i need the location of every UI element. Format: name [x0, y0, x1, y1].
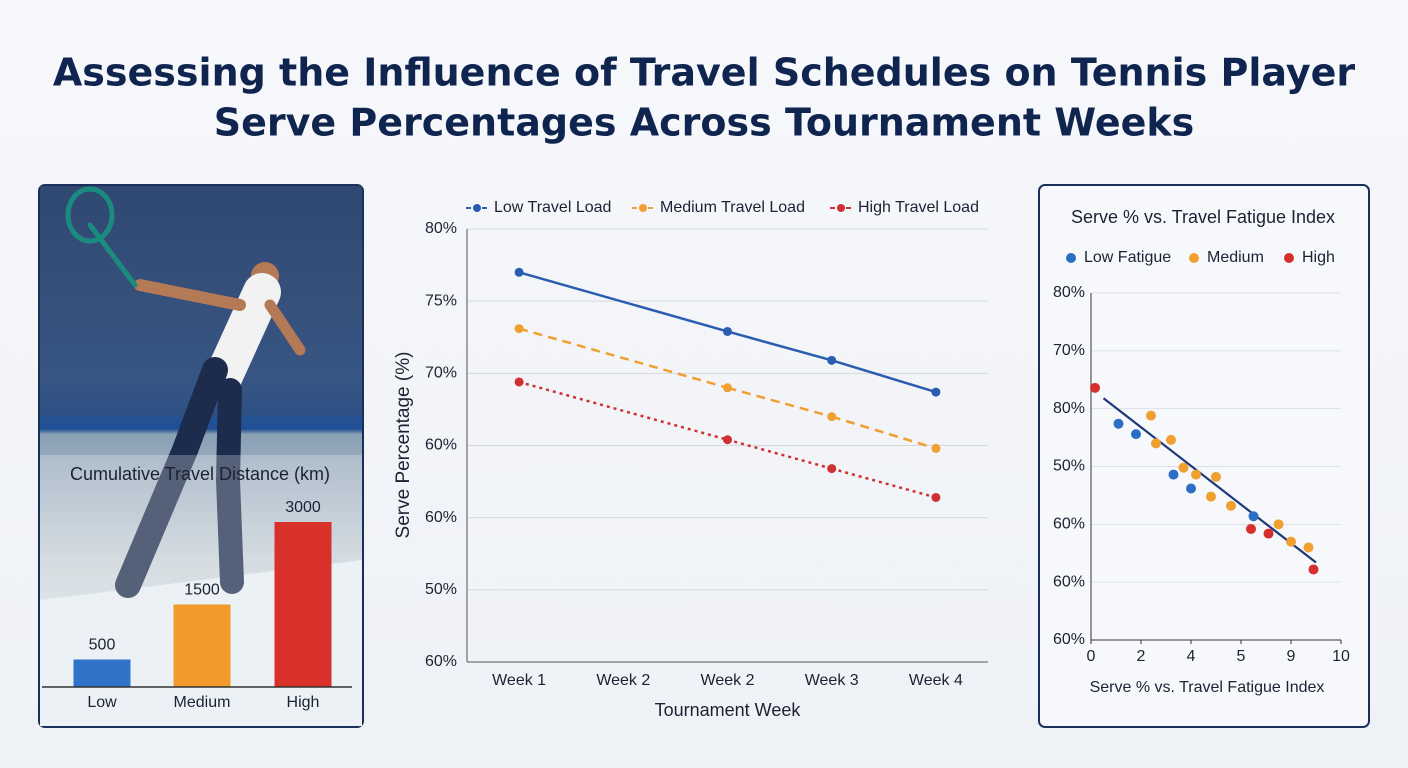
x-tick-label: High [287, 694, 320, 711]
x-axis-label: Tournament Week [655, 700, 802, 720]
legend-label: High Travel Load [858, 199, 979, 216]
point [1308, 564, 1319, 575]
y-tick-label: 80% [425, 220, 457, 237]
point [827, 412, 837, 422]
bar [274, 522, 332, 687]
legend-dot [1284, 253, 1294, 263]
point [1191, 469, 1201, 480]
series-line [518, 380, 728, 441]
point [1090, 382, 1100, 393]
point [931, 387, 941, 397]
legend-label: Medium Travel Load [660, 199, 805, 216]
point [1131, 429, 1141, 440]
right-panel [1038, 184, 1370, 728]
chart-title: Cumulative Travel Distance (km) [70, 464, 330, 484]
y-tick-label: 80% [1053, 284, 1085, 301]
series-line [727, 438, 833, 470]
legend-dot [639, 204, 647, 212]
legend-label: Medium [1207, 249, 1264, 266]
point [514, 324, 524, 334]
series-line [831, 415, 937, 450]
y-tick-label: 75% [425, 292, 457, 309]
value-label: 1500 [184, 582, 220, 599]
series-line [727, 330, 833, 362]
y-tick-label: 60% [1053, 516, 1085, 533]
x-tick-label: Low [87, 694, 117, 711]
x-tick-label: 10 [1332, 648, 1350, 665]
y-tick-label: 70% [425, 365, 457, 382]
point [1246, 523, 1256, 534]
series-line [727, 386, 833, 418]
point [1151, 438, 1161, 449]
point [723, 435, 732, 445]
point [1166, 434, 1176, 445]
legend-dot [1066, 253, 1076, 263]
value-label: 3000 [285, 499, 321, 516]
chart-title: Serve % vs. Travel Fatigue Index [1071, 207, 1335, 227]
point [1186, 483, 1196, 494]
point [827, 464, 837, 474]
point [723, 326, 732, 336]
point [1211, 471, 1221, 482]
point [514, 267, 524, 277]
point [931, 443, 941, 453]
y-tick-label: 50% [425, 581, 457, 598]
point [1206, 491, 1216, 502]
y-tick-label: 80% [1053, 400, 1085, 417]
point [1113, 418, 1124, 429]
series-line [518, 271, 728, 333]
y-tick-label: 60% [425, 509, 457, 526]
y-tick-label: 70% [1053, 342, 1085, 359]
y-tick-label: 60% [1053, 631, 1085, 648]
point [1263, 528, 1274, 539]
x-tick-label: Medium [174, 694, 231, 711]
y-axis-label: Serve Percentage (%) [393, 352, 414, 539]
x-tick-label: 2 [1137, 648, 1146, 665]
title-line: Assessing the Influence of Travel Schedu… [53, 51, 1355, 95]
point [723, 383, 732, 393]
point [1286, 536, 1296, 547]
series-line [831, 359, 937, 394]
point [931, 492, 941, 502]
x-tick-label: Week 4 [909, 672, 963, 689]
title-line: Serve Percentages Across Tournament Week… [214, 101, 1195, 145]
y-tick-label: 60% [425, 437, 457, 454]
y-tick-label: 60% [425, 653, 457, 670]
legend-label: Low Travel Load [494, 199, 611, 216]
y-tick-label: 60% [1053, 573, 1085, 590]
x-tick-label: 5 [1237, 648, 1246, 665]
x-tick-label: 9 [1287, 648, 1296, 665]
bar [173, 604, 231, 687]
point [1303, 542, 1314, 553]
series-line [518, 327, 728, 389]
x-tick-label: Week 1 [492, 672, 546, 689]
point [1273, 519, 1284, 530]
legend-dot [837, 204, 845, 212]
y-tick-label: 50% [1053, 458, 1085, 475]
trend-line [1102, 397, 1317, 564]
x-axis-label: Serve % vs. Travel Fatigue Index [1090, 679, 1325, 696]
legend-dot [473, 204, 481, 212]
x-tick-label: Week 2 [596, 672, 650, 689]
point [1178, 462, 1189, 473]
x-tick-label: Week 2 [701, 672, 755, 689]
x-tick-label: 0 [1087, 648, 1096, 665]
legend-label: Low Fatigue [1084, 249, 1171, 266]
point [1146, 410, 1156, 421]
point [1168, 469, 1179, 480]
legend-dot [1189, 253, 1199, 263]
series-line [831, 467, 937, 499]
x-tick-label: Week 3 [805, 672, 859, 689]
point [827, 355, 837, 365]
x-tick-label: 4 [1187, 648, 1196, 665]
player [65, 186, 306, 598]
point [1226, 500, 1236, 511]
bar [73, 659, 131, 687]
point [1248, 511, 1259, 522]
legend-label: High [1302, 249, 1335, 266]
point [514, 377, 524, 387]
value-label: 500 [89, 637, 116, 654]
